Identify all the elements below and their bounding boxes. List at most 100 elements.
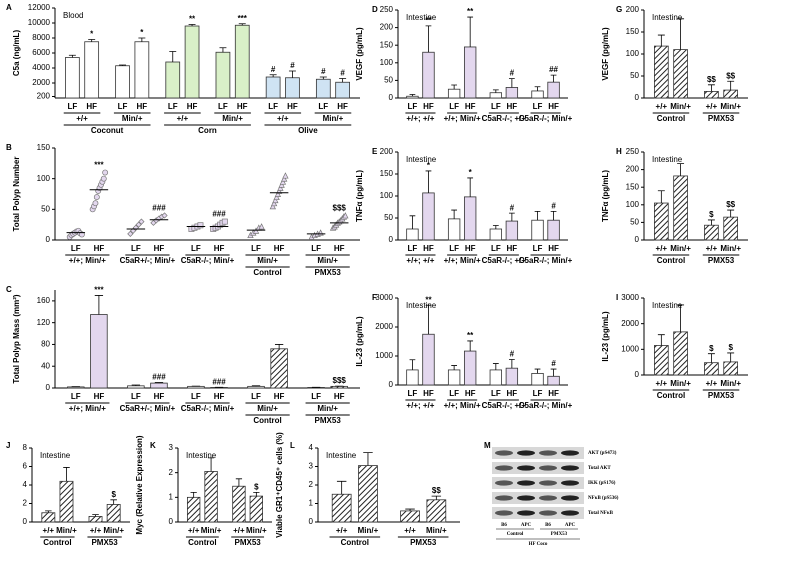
error-bar xyxy=(534,86,541,91)
error-bar xyxy=(409,215,416,229)
category-label: LF xyxy=(191,392,201,401)
error-bar xyxy=(508,78,515,88)
bar xyxy=(673,331,688,376)
category-label: HF xyxy=(154,244,165,253)
y-tick-label: 100 xyxy=(380,58,394,67)
panel-letter: B xyxy=(6,143,12,152)
error-bar xyxy=(657,190,665,204)
error-bar xyxy=(288,70,296,78)
significance: $$ xyxy=(707,75,716,84)
error-bar xyxy=(657,34,665,47)
category-label: LF xyxy=(408,244,418,253)
error-bar xyxy=(131,384,141,386)
category-label: HF xyxy=(548,244,559,253)
bar xyxy=(406,369,419,386)
bar xyxy=(247,385,265,389)
category-label: Min/+ xyxy=(103,526,124,535)
significance: ### xyxy=(212,377,226,386)
point xyxy=(275,187,283,194)
blot-caption: HF Coco xyxy=(529,542,548,547)
significance: ** xyxy=(467,7,474,16)
point xyxy=(92,200,99,207)
error-bar xyxy=(467,340,474,352)
panel-letter: J xyxy=(6,441,10,450)
protein-label: Total NFκB xyxy=(588,511,614,516)
category-label: LF xyxy=(251,392,261,401)
y-tick-label: 0 xyxy=(635,93,640,102)
error-bar xyxy=(319,76,327,80)
y-tick-label: 40 xyxy=(41,361,50,370)
significance: ** xyxy=(425,16,432,25)
y-tick-label: 8000 xyxy=(32,33,50,42)
bar xyxy=(106,504,121,523)
supergroup-label: Control xyxy=(188,538,216,547)
bar xyxy=(673,175,688,241)
error-bar xyxy=(707,353,715,363)
supergroup-label: Coconut xyxy=(91,126,124,135)
error-bar xyxy=(467,16,474,47)
blot-band xyxy=(539,480,557,486)
significance: # xyxy=(290,61,295,70)
bar xyxy=(673,49,688,99)
group-label: +/+; Min/+ xyxy=(69,256,106,265)
blot-strip xyxy=(492,447,584,459)
significance: ### xyxy=(152,373,166,382)
category-label: HF xyxy=(423,389,434,398)
error-bar xyxy=(336,480,347,495)
error-bar xyxy=(235,478,243,487)
y-axis-label: TNFα (pg/mL) xyxy=(601,170,610,222)
y-tick-label: 200 xyxy=(37,92,51,101)
error-bar xyxy=(409,94,416,97)
category-label: Min/+ xyxy=(670,244,691,253)
point xyxy=(93,194,100,201)
error-bar xyxy=(253,492,260,497)
error-bar xyxy=(63,467,70,482)
y-tick-label: 2000 xyxy=(375,322,393,331)
group-label: C5aR-/-; Min/+ xyxy=(519,256,573,265)
category-label: HF xyxy=(237,102,248,111)
error-bar xyxy=(707,84,715,92)
category-label: LF xyxy=(218,102,228,111)
category-label: HF xyxy=(274,244,285,253)
bar xyxy=(234,24,250,99)
group-label: C5aR-/-; Min/+ xyxy=(181,256,235,265)
category-label: Min/+ xyxy=(56,526,77,535)
blot-band xyxy=(561,465,579,471)
blot-band xyxy=(495,450,513,456)
bar xyxy=(723,89,739,99)
category-label: Min/+ xyxy=(670,102,691,111)
panel-title: Intestine xyxy=(186,451,217,460)
category-label: LF xyxy=(318,102,328,111)
category-label: LF xyxy=(71,392,81,401)
blot-band xyxy=(517,480,535,486)
bar xyxy=(463,350,477,386)
significance: *** xyxy=(94,286,104,295)
group-label: C5aR-/-; Min/+ xyxy=(519,114,573,123)
significance: ** xyxy=(189,15,196,24)
significance: ** xyxy=(425,295,432,304)
bar xyxy=(134,41,150,99)
point xyxy=(127,230,134,237)
bar xyxy=(406,95,419,99)
y-tick-label: 0 xyxy=(635,370,640,379)
point xyxy=(317,229,324,236)
error-bar xyxy=(508,212,515,222)
bar xyxy=(406,228,419,241)
group-label: +/+ xyxy=(76,114,88,123)
y-tick-label: 0 xyxy=(46,383,51,392)
blot-band xyxy=(539,450,557,456)
bar xyxy=(400,510,420,523)
error-bar xyxy=(45,510,52,513)
y-tick-label: 3 xyxy=(309,462,314,471)
error-bar xyxy=(169,51,177,62)
error-bar xyxy=(657,334,665,346)
bar xyxy=(489,92,503,99)
lane-label: B6 xyxy=(501,523,507,528)
bar xyxy=(265,76,281,99)
group-label: Min/+ xyxy=(222,114,243,123)
y-axis-label: Total Polyp Number xyxy=(12,157,21,232)
bar xyxy=(723,361,739,376)
y-tick-label: 0 xyxy=(635,235,640,244)
error-bar xyxy=(88,39,96,42)
category-label: Min/+ xyxy=(720,244,741,253)
